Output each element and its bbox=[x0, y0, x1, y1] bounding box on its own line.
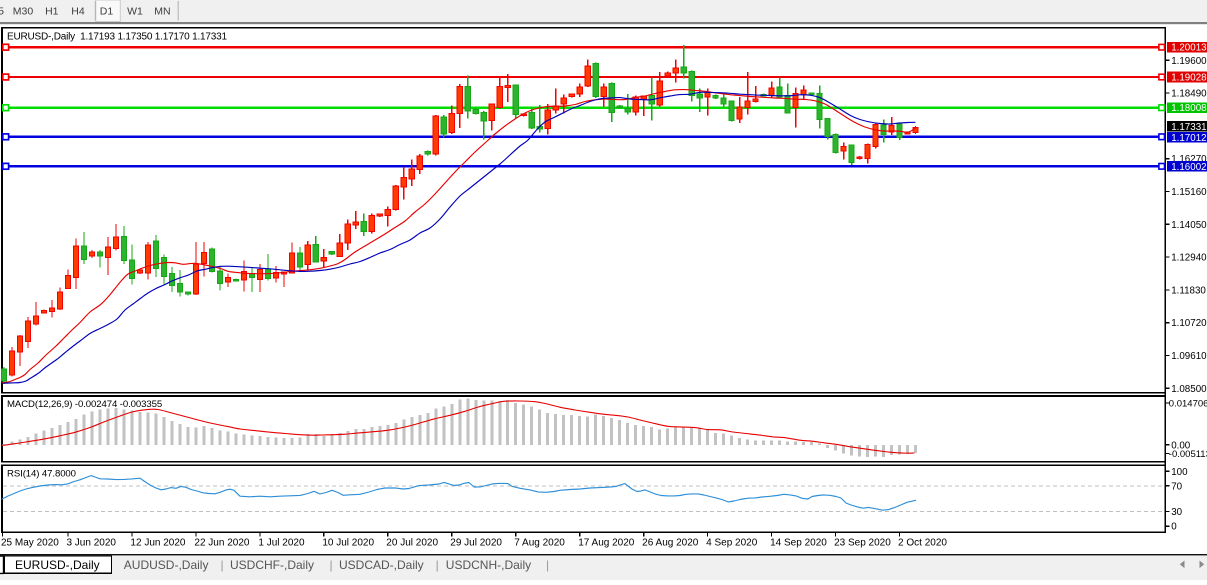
svg-text:100: 100 bbox=[1171, 467, 1188, 478]
svg-text:3 Jun 2020: 3 Jun 2020 bbox=[66, 538, 116, 549]
svg-text:1.18490: 1.18490 bbox=[1171, 89, 1207, 100]
svg-text:22 Jun 2020: 22 Jun 2020 bbox=[194, 538, 249, 549]
svg-text:AUDUSD-,Daily: AUDUSD-,Daily bbox=[124, 558, 209, 572]
svg-text:1 Jul 2020: 1 Jul 2020 bbox=[258, 538, 305, 549]
svg-text:12 Jun 2020: 12 Jun 2020 bbox=[130, 538, 185, 549]
svg-text:M30: M30 bbox=[13, 6, 34, 18]
svg-text:25 May 2020: 25 May 2020 bbox=[1, 538, 59, 549]
svg-text:|: | bbox=[546, 558, 549, 572]
svg-text:W1: W1 bbox=[127, 6, 143, 18]
svg-text:MN: MN bbox=[154, 6, 170, 18]
svg-text:1.17012: 1.17012 bbox=[1171, 133, 1206, 144]
svg-text:|: | bbox=[221, 558, 224, 572]
svg-text:1.12940: 1.12940 bbox=[1171, 253, 1207, 264]
svg-text:30: 30 bbox=[1171, 507, 1182, 518]
svg-text:1.19028: 1.19028 bbox=[1171, 73, 1207, 84]
svg-text:1.15160: 1.15160 bbox=[1171, 187, 1207, 198]
svg-text:1.10720: 1.10720 bbox=[1171, 318, 1207, 329]
svg-text:1.11830: 1.11830 bbox=[1171, 285, 1206, 296]
svg-text:10 Jul 2020: 10 Jul 2020 bbox=[322, 538, 374, 549]
svg-text:1.16270: 1.16270 bbox=[1171, 154, 1207, 165]
svg-text:4 Sep 2020: 4 Sep 2020 bbox=[706, 538, 758, 549]
svg-text:MACD(12,26,9) -0.002474 -0.003: MACD(12,26,9) -0.002474 -0.003355 bbox=[7, 399, 162, 410]
svg-text:0: 0 bbox=[1171, 522, 1177, 533]
svg-text:0.014706: 0.014706 bbox=[1169, 398, 1207, 409]
svg-text:23 Sep 2020: 23 Sep 2020 bbox=[834, 538, 891, 549]
svg-text:D1: D1 bbox=[100, 6, 114, 18]
svg-text:20 Jul 2020: 20 Jul 2020 bbox=[386, 538, 438, 549]
svg-text:14 Sep 2020: 14 Sep 2020 bbox=[770, 538, 827, 549]
svg-text:1.19600: 1.19600 bbox=[1171, 56, 1207, 67]
svg-text:70: 70 bbox=[1171, 481, 1182, 492]
svg-text:1.16002: 1.16002 bbox=[1171, 162, 1206, 173]
svg-text:RSI(14) 47.8000: RSI(14) 47.8000 bbox=[7, 469, 76, 480]
svg-text:29 Jul 2020: 29 Jul 2020 bbox=[450, 538, 502, 549]
svg-text:1.08500: 1.08500 bbox=[1171, 384, 1207, 395]
svg-text:2 Oct 2020: 2 Oct 2020 bbox=[898, 538, 947, 549]
svg-text:5: 5 bbox=[0, 6, 4, 18]
svg-text:USDCHF-,Daily: USDCHF-,Daily bbox=[230, 558, 314, 572]
svg-text:17 Aug 2020: 17 Aug 2020 bbox=[578, 538, 635, 549]
svg-text:1.09610: 1.09610 bbox=[1171, 351, 1207, 362]
svg-text:1.14050: 1.14050 bbox=[1171, 220, 1207, 231]
svg-text:1.20013: 1.20013 bbox=[1171, 43, 1207, 54]
svg-text:7 Aug 2020: 7 Aug 2020 bbox=[514, 538, 565, 549]
svg-text:H1: H1 bbox=[45, 6, 59, 18]
svg-text:|: | bbox=[330, 558, 333, 572]
svg-text:USDCNH-,Daily: USDCNH-,Daily bbox=[446, 558, 531, 572]
svg-text:EURUSD-,Daily 1.17193 1.17350: EURUSD-,Daily 1.17193 1.17350 1.17170 1.… bbox=[7, 32, 227, 43]
svg-text:0.00: 0.00 bbox=[1171, 440, 1191, 451]
svg-text:1.17331: 1.17331 bbox=[1171, 122, 1206, 133]
svg-text:|: | bbox=[436, 558, 439, 572]
svg-text:-0.005113: -0.005113 bbox=[1169, 449, 1207, 460]
svg-text:26 Aug 2020: 26 Aug 2020 bbox=[642, 538, 699, 549]
svg-text:H4: H4 bbox=[71, 6, 85, 18]
svg-text:1.18008: 1.18008 bbox=[1171, 103, 1207, 114]
svg-text:EURUSD-,Daily: EURUSD-,Daily bbox=[15, 558, 100, 572]
svg-text:USDCAD-,Daily: USDCAD-,Daily bbox=[339, 558, 424, 572]
